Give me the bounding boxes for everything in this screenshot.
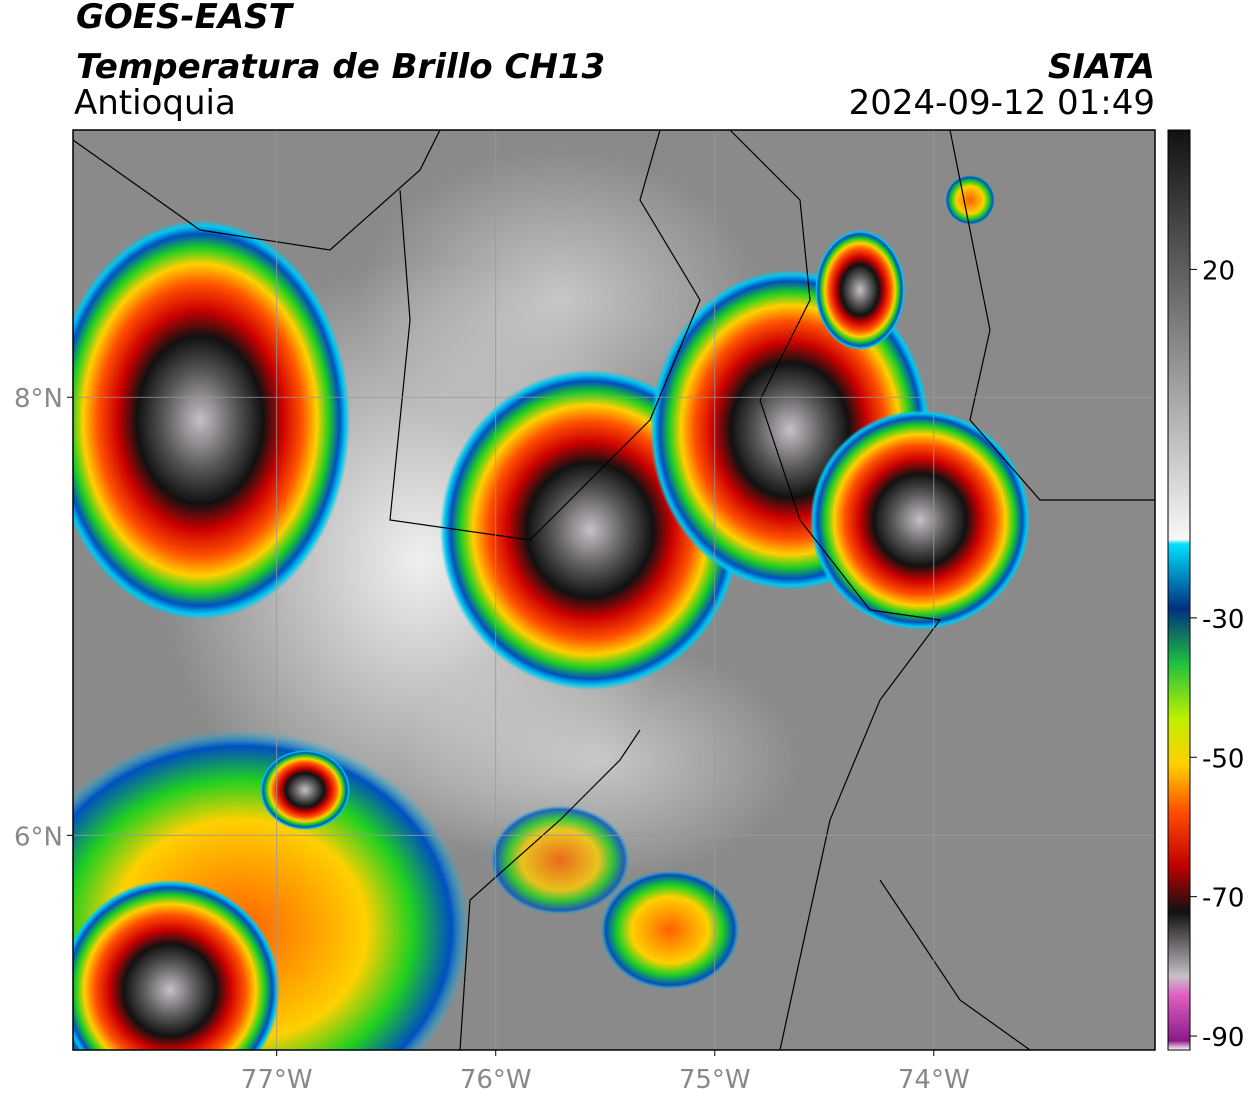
x-tick-label: 76°W bbox=[460, 1065, 532, 1095]
colorbar-tick-label: -30 bbox=[1202, 605, 1244, 635]
subtitle: Temperatura de Brillo CH13 bbox=[76, 47, 605, 87]
source: SIATA bbox=[1048, 47, 1155, 87]
map-frame bbox=[72, 129, 1156, 1051]
colorbar-tick-label: -50 bbox=[1202, 744, 1244, 774]
colorbar-tick-label: -70 bbox=[1202, 884, 1244, 914]
region: Antioquia bbox=[74, 83, 236, 123]
colorbar-ticks: 20 -30 -50 -70 -90 bbox=[1190, 256, 1244, 1053]
y-tick-label: 8°N bbox=[14, 384, 63, 414]
x-tick-label: 77°W bbox=[241, 1065, 313, 1095]
x-tick-label: 74°W bbox=[898, 1065, 970, 1095]
title: GOES-EAST bbox=[76, 0, 295, 37]
grid: 77°W 76°W 75°W 74°W 8°N 6°N bbox=[14, 130, 1155, 1095]
colorbar-tick-label: -90 bbox=[1202, 1023, 1244, 1053]
colorbar bbox=[1167, 129, 1191, 1051]
colorbar-tick-label: 20 bbox=[1202, 256, 1235, 286]
x-tick-label: 75°W bbox=[679, 1065, 751, 1095]
y-tick-label: 6°N bbox=[14, 822, 63, 852]
satellite-image bbox=[73, 130, 1155, 1050]
datetime: 2024-09-12 01:49 bbox=[849, 83, 1155, 123]
